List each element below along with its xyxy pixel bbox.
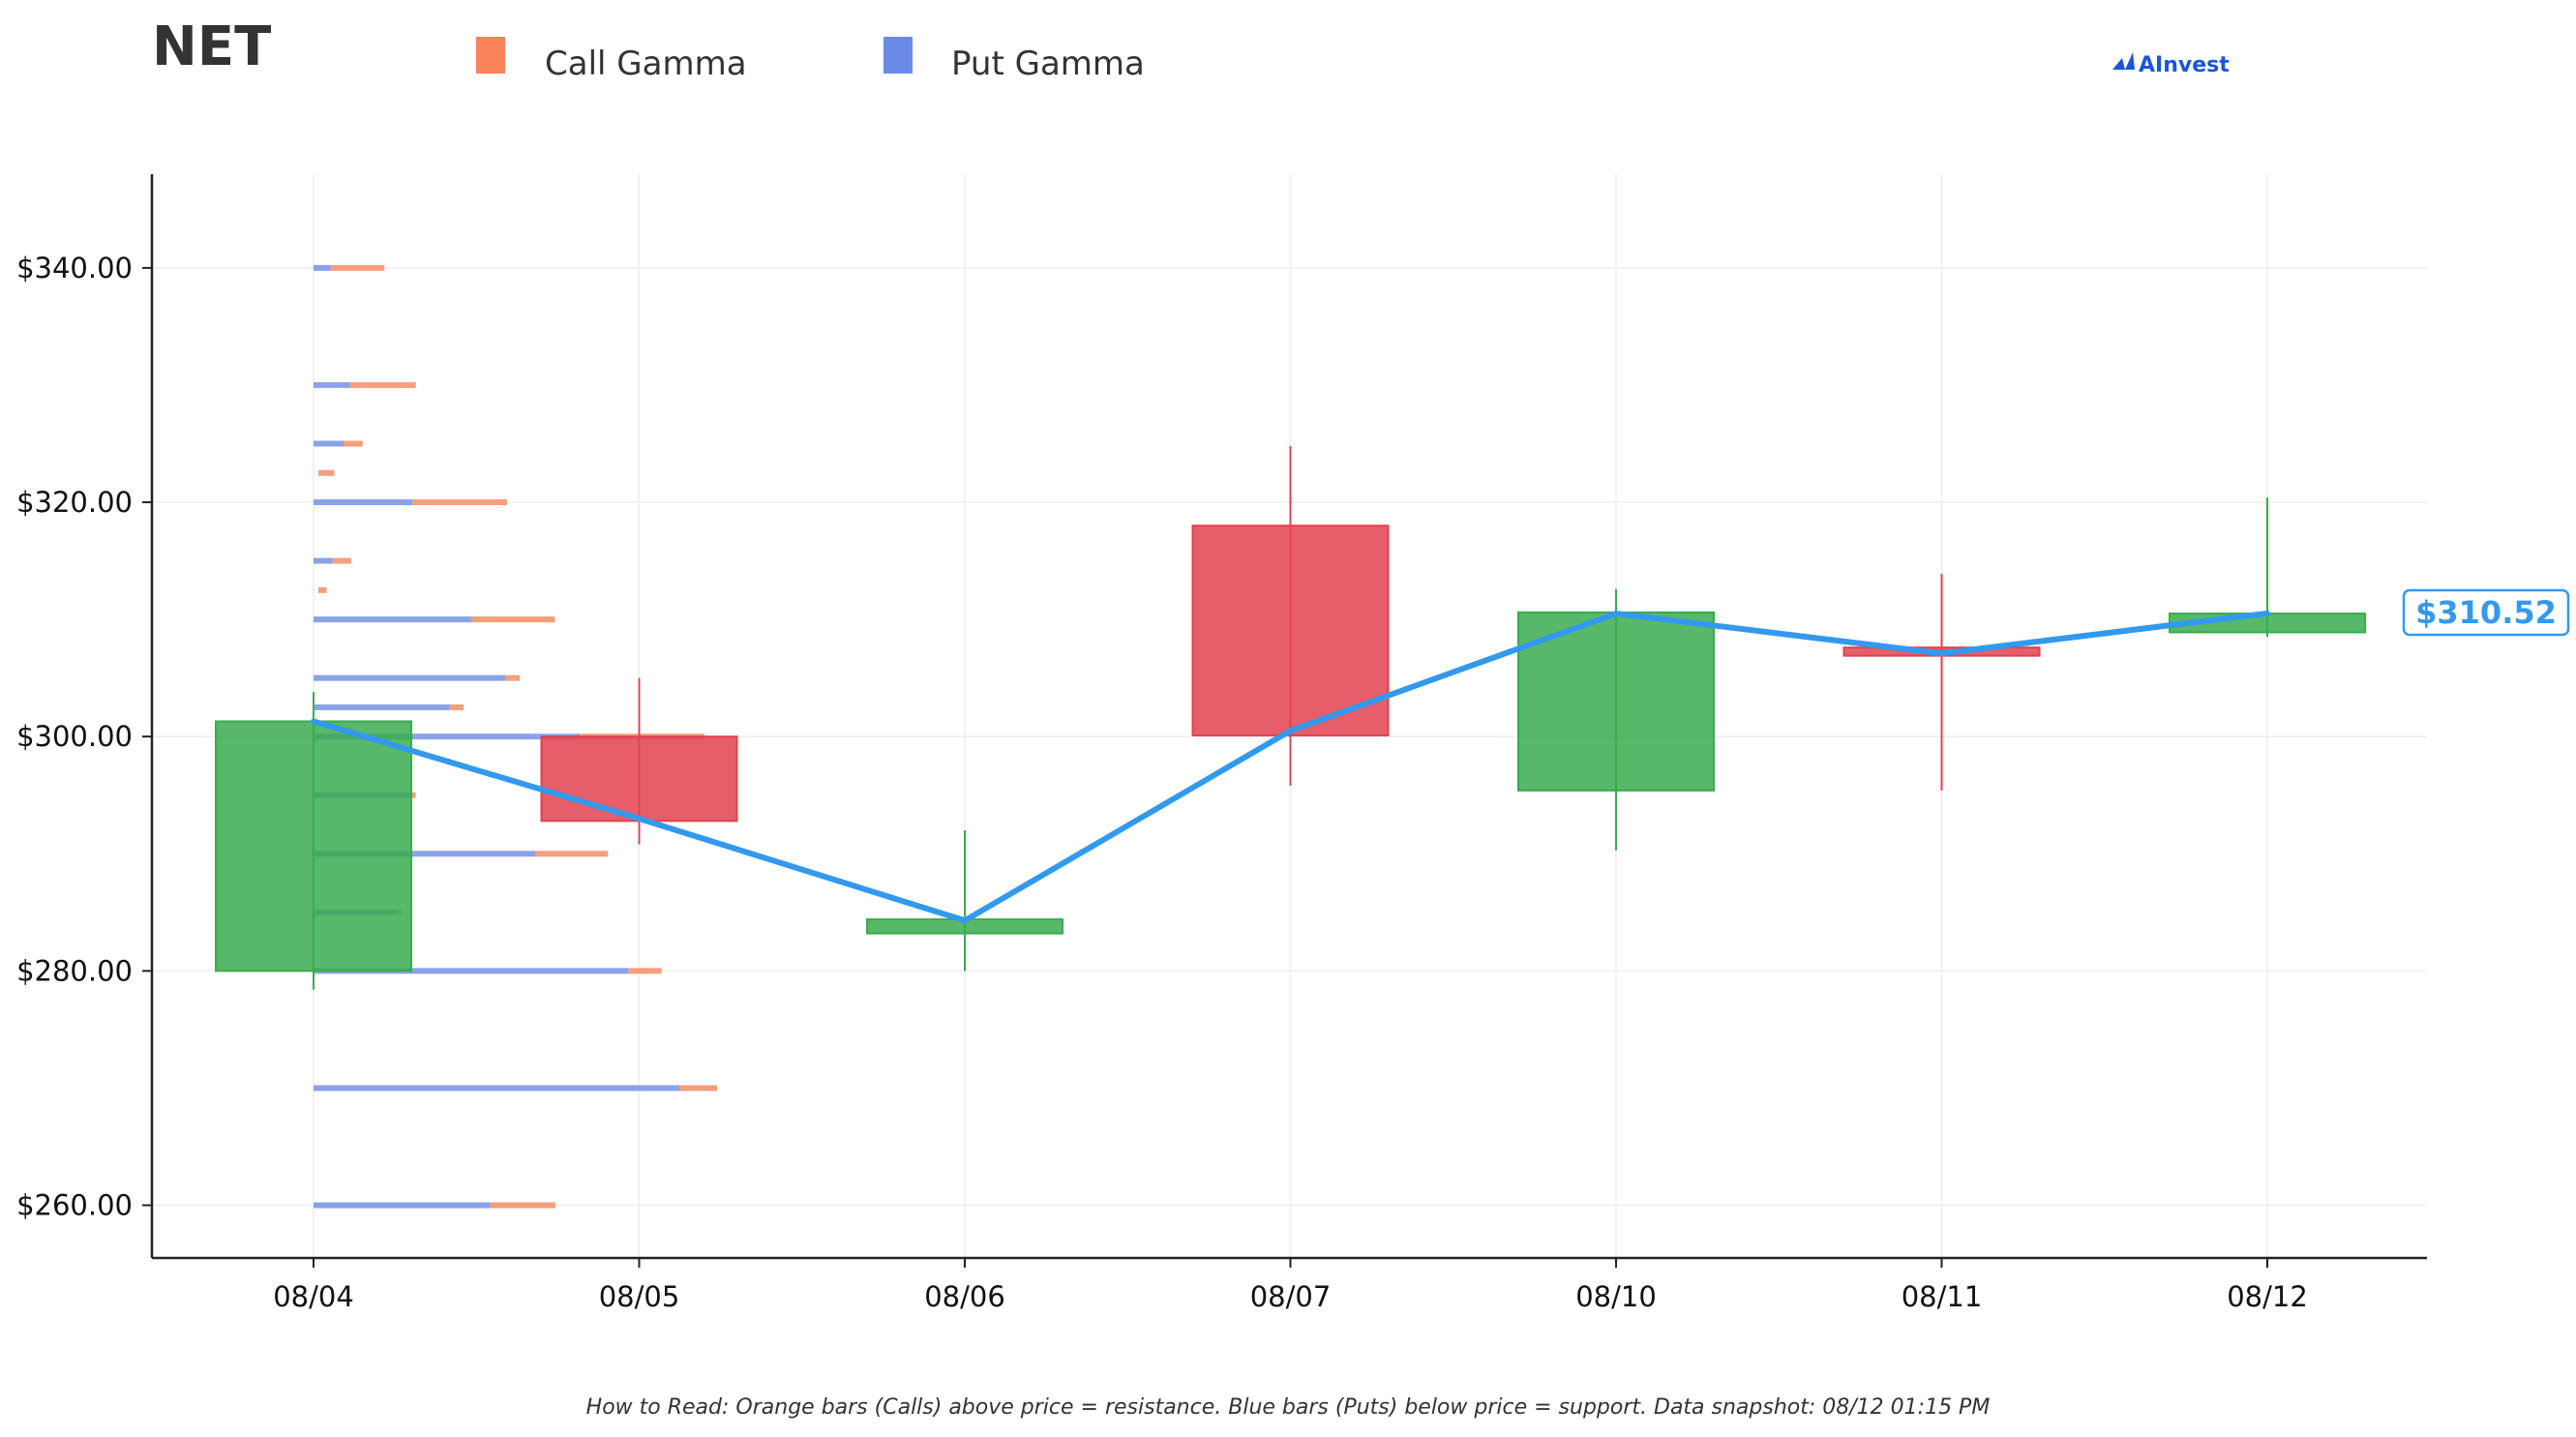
put-gamma-bar — [314, 851, 536, 857]
put-gamma-bar — [314, 704, 450, 710]
call-gamma-bar — [349, 381, 416, 388]
ainvest-logo-icon — [2112, 52, 2135, 70]
put-gamma-bar — [314, 616, 472, 623]
x-tick-label: 08/10 — [1575, 1280, 1657, 1313]
call-gamma-bar — [332, 557, 351, 564]
x-tick-label: 08/06 — [924, 1280, 1005, 1313]
close-price-polyline — [311, 610, 2270, 924]
put-gamma-bar — [314, 264, 331, 271]
x-tick-label: 08/07 — [1250, 1280, 1332, 1313]
put-gamma-bar — [314, 733, 581, 740]
x-tick-label: 08/12 — [2227, 1280, 2308, 1313]
call-gamma-bar — [449, 704, 464, 710]
call-gamma-bar — [412, 499, 507, 506]
legend-call-swatch — [476, 37, 505, 74]
put-gamma-bar — [314, 674, 505, 681]
candlesticks — [215, 445, 2366, 990]
put-gamma-bar — [314, 968, 629, 974]
call-gamma-bar — [330, 264, 385, 271]
call-gamma-bar — [471, 616, 555, 623]
put-gamma-bar — [314, 557, 333, 564]
x-tick-label: 08/11 — [1902, 1280, 1983, 1313]
y-tick-label: $340.00 — [16, 252, 133, 284]
axes: $260.00 $280.00 $300.00 $320.00 $340.00 08/04… — [16, 174, 2427, 1313]
call-gamma-bar — [344, 440, 363, 447]
call-gamma-bar — [505, 674, 521, 681]
legend-put-swatch — [884, 37, 913, 74]
y-tick-label: $320.00 — [16, 486, 133, 519]
y-tick-label: $260.00 — [16, 1189, 133, 1222]
put-gamma-bar — [314, 440, 344, 447]
put-gamma-bar — [314, 1085, 680, 1092]
legend-put-label: Put Gamma — [951, 45, 1145, 83]
legend-call-label: Call Gamma — [545, 45, 747, 83]
current-price-text: $310.52 — [2415, 594, 2557, 631]
x-tick-label: 08/05 — [599, 1280, 680, 1313]
close-price-line — [311, 610, 2270, 924]
put-gamma-bar — [314, 381, 350, 388]
call-gamma-bar — [318, 586, 327, 593]
x-tick-label: 08/04 — [273, 1280, 354, 1313]
y-tick-label: $300.00 — [16, 720, 133, 753]
call-gamma-bar — [535, 851, 609, 857]
ainvest-logo-text: AInvest — [2139, 53, 2230, 77]
call-gamma-bar — [679, 1085, 718, 1092]
footnote: How to Read: Orange bars (Calls) above p… — [586, 1395, 1991, 1420]
put-gamma-bar — [314, 1202, 491, 1209]
y-tick-label: $280.00 — [16, 954, 133, 987]
current-price-label: $310.52 — [2402, 588, 2570, 637]
call-gamma-bar — [490, 1202, 556, 1209]
call-gamma-bar — [628, 968, 662, 974]
candle-body — [540, 735, 738, 823]
call-gamma-bar — [318, 469, 335, 476]
ticker-title: NET — [152, 15, 271, 78]
call-gamma-bar — [409, 792, 416, 798]
candle-body — [215, 720, 412, 973]
put-gamma-bar — [314, 499, 413, 506]
ainvest-logo: AInvest — [2112, 52, 2230, 77]
current-price-box — [2402, 588, 2570, 637]
candle-body — [1191, 524, 1390, 736]
candle-body — [1517, 611, 1715, 792]
